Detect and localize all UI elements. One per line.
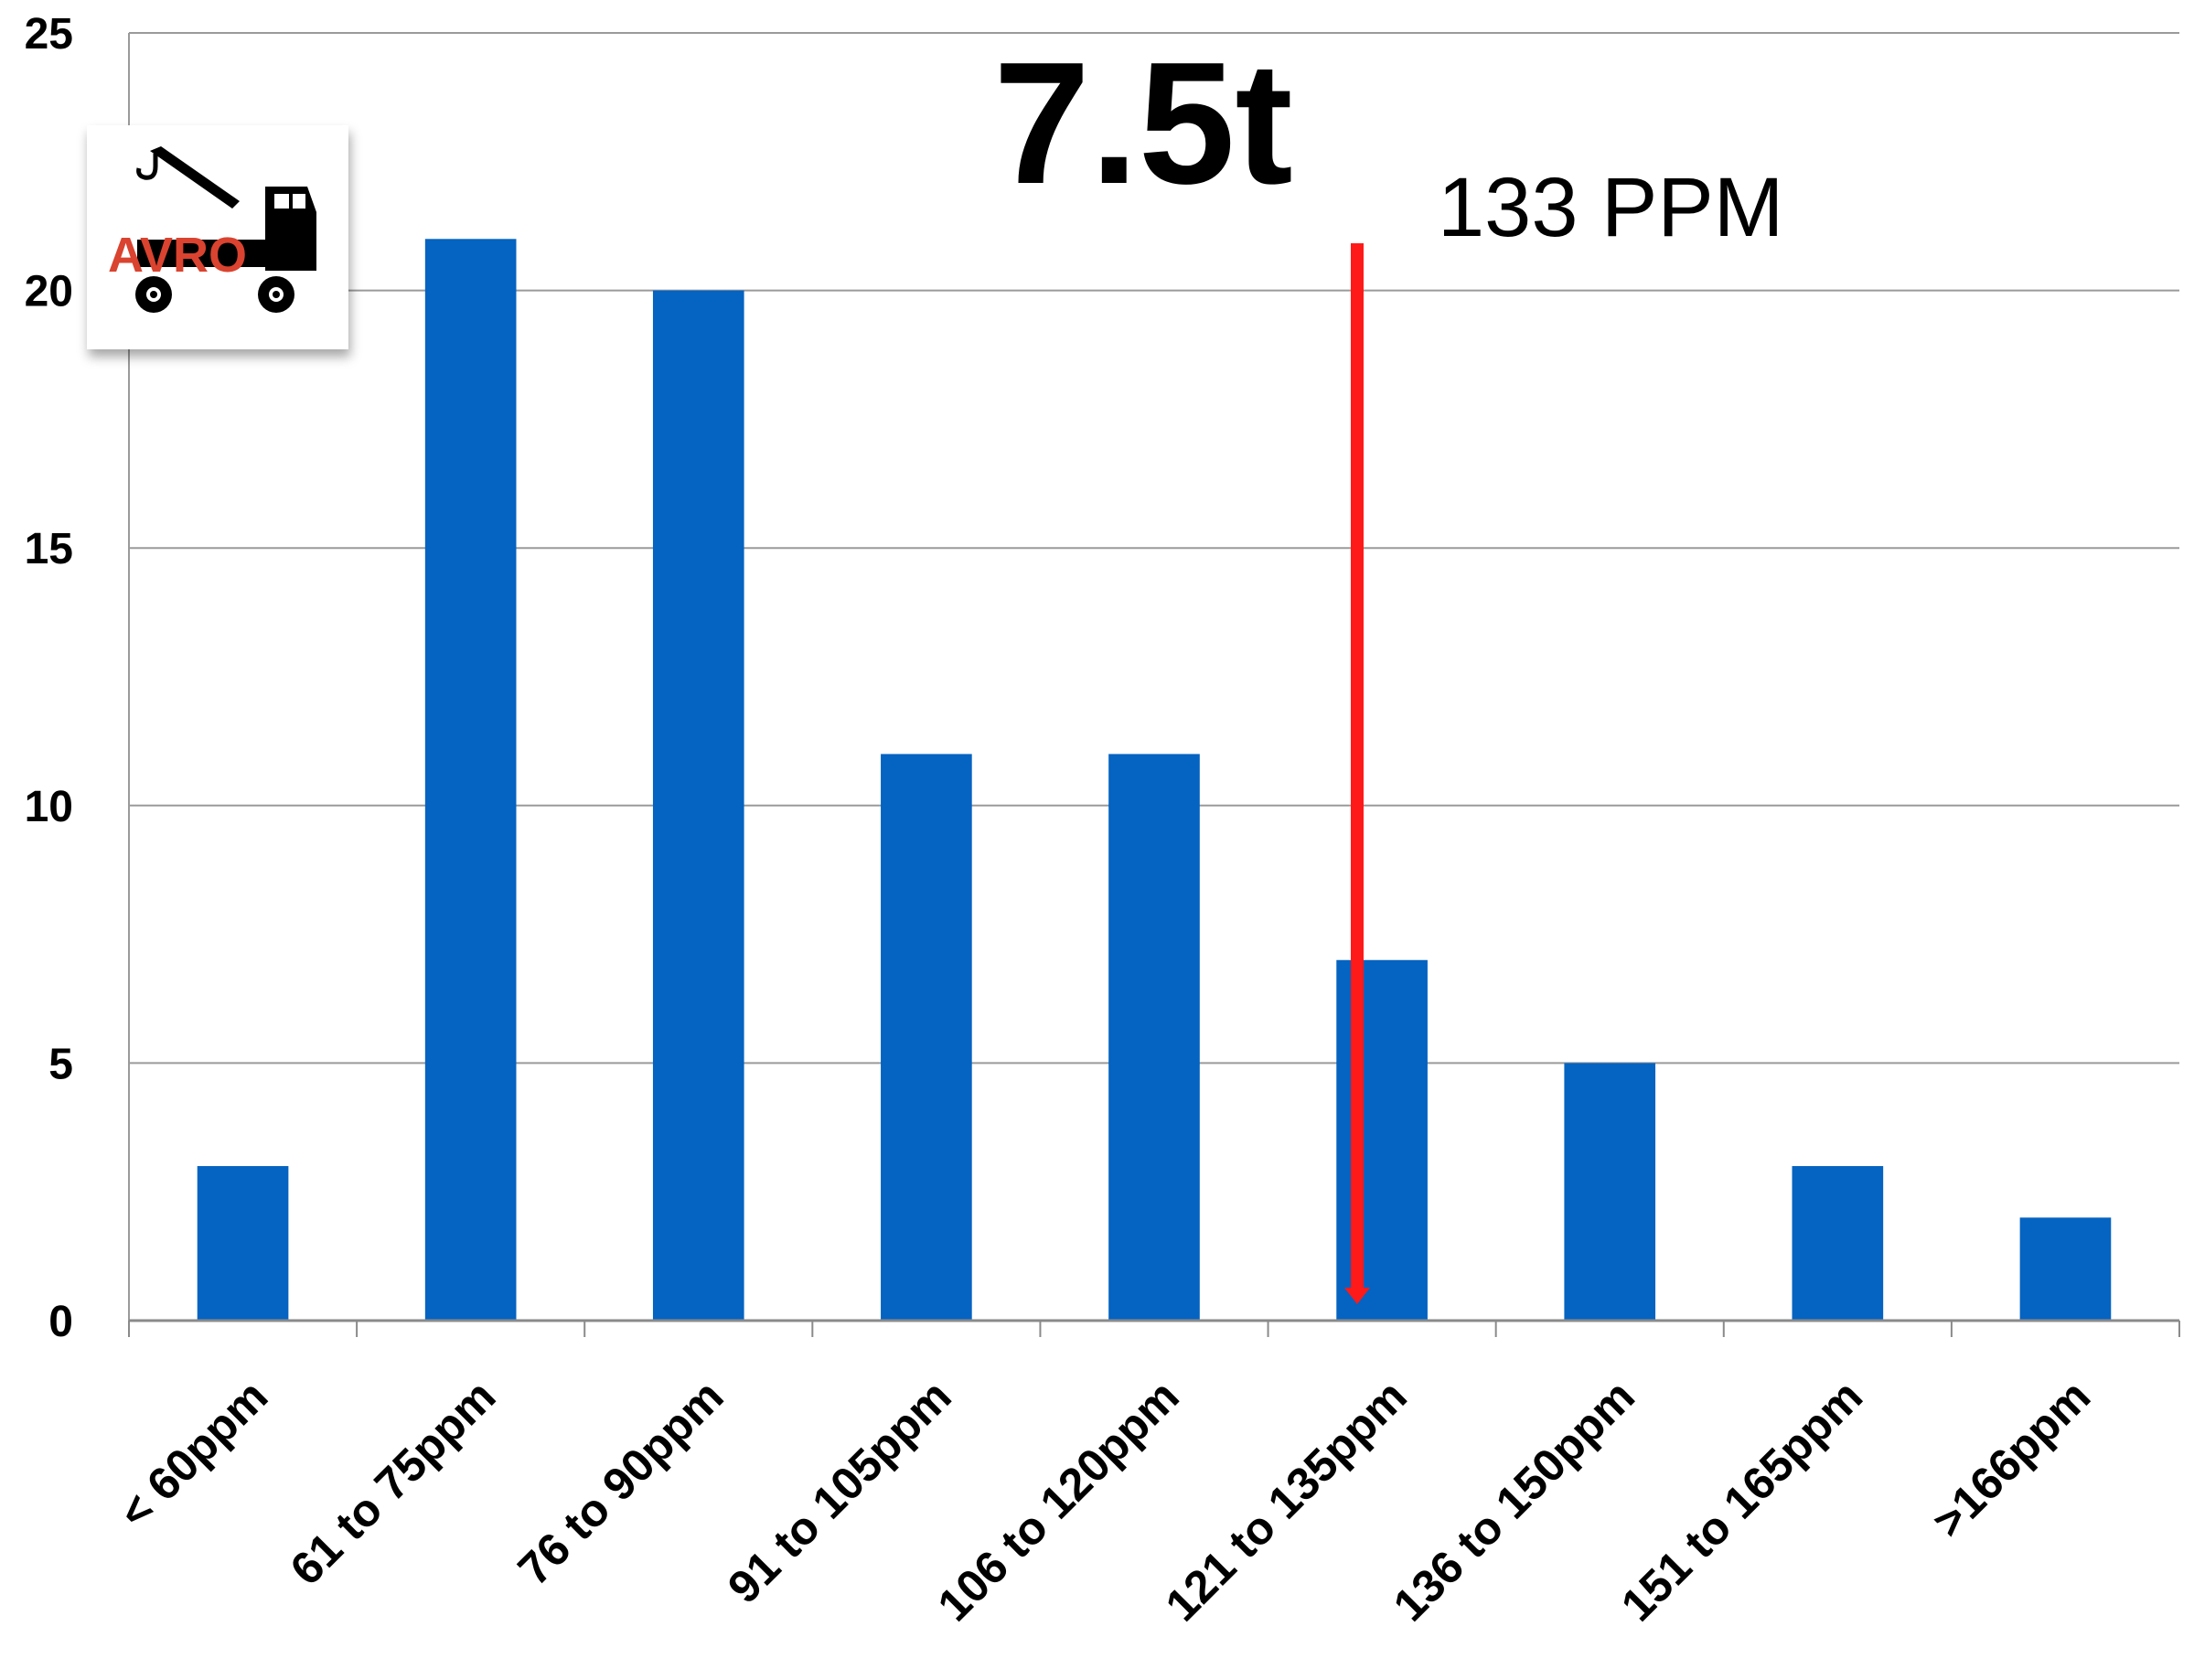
x-tick-label: 76 to 90ppm: [508, 1370, 733, 1595]
logo-text: AVRO: [108, 228, 247, 283]
bar: [1792, 1166, 1884, 1321]
x-tick-label: 91 to 105ppm: [718, 1370, 961, 1613]
x-tick-label: 106 to 120ppm: [928, 1370, 1189, 1631]
x-tick-label: 61 to 75ppm: [281, 1370, 506, 1595]
x-tick-label: < 60ppm: [109, 1370, 277, 1538]
bars: [197, 239, 2112, 1322]
bar: [1564, 1063, 1656, 1321]
annotation-label: 133 PPM: [1438, 161, 1783, 254]
bar: [1336, 959, 1428, 1321]
y-tick-labels: 0 5 10 15 20 25: [25, 10, 73, 1346]
x-tick-label: >166ppm: [1922, 1370, 2100, 1547]
bar: [197, 1166, 289, 1321]
y-tick-label: 10: [25, 783, 73, 831]
bar: [652, 290, 744, 1322]
annotation-arrow: [1344, 243, 1370, 1304]
logo: AVRO: [87, 125, 348, 349]
tow-truck-icon: [135, 146, 316, 313]
y-tick-label: 20: [25, 268, 73, 316]
bar: [881, 754, 972, 1321]
x-tick-label: 136 to 150ppm: [1384, 1370, 1644, 1631]
x-tick-label: 121 to 135ppm: [1156, 1370, 1417, 1631]
y-tick-label: 25: [25, 10, 73, 59]
bar: [2019, 1217, 2112, 1321]
bar: [424, 239, 517, 1321]
y-tick-label: 15: [25, 525, 73, 573]
chart-title: 7.5t: [993, 27, 1292, 220]
y-tick-label: 0: [48, 1298, 73, 1346]
y-tick-label: 5: [48, 1040, 73, 1088]
x-tick-label: 151 to 165ppm: [1611, 1370, 1872, 1631]
bar: [1108, 754, 1200, 1321]
